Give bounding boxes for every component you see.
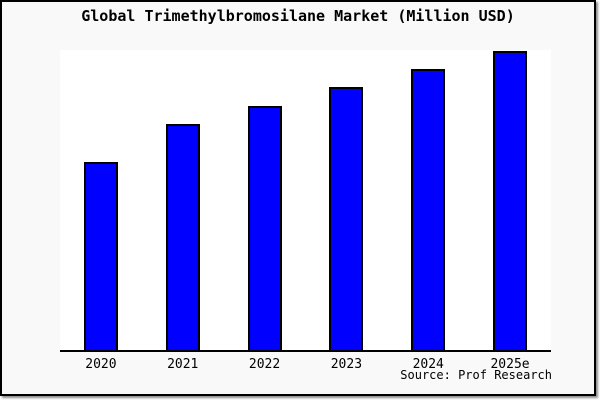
source-credit: Source: Prof Research — [400, 368, 552, 382]
x-tick-label-2020: 2020 — [85, 357, 117, 372]
bar-2024 — [411, 69, 446, 350]
x-tick-label-2022: 2022 — [248, 357, 281, 372]
x-axis-labels: 2020 2021 2022 2023 2024 2025e — [60, 357, 551, 372]
bar-2022 — [247, 106, 282, 350]
bar-2023 — [329, 87, 364, 350]
bar-slot — [305, 50, 387, 350]
bar-2021 — [165, 124, 200, 350]
plot-area — [60, 50, 551, 352]
bar-slot — [60, 50, 142, 350]
bar-slot — [142, 50, 224, 350]
x-tick-label-2021: 2021 — [167, 357, 199, 372]
bar-2020 — [83, 162, 118, 350]
x-tick-label-2024: 2024 — [412, 357, 444, 372]
bar-slot — [387, 50, 469, 350]
chart-title: Global Trimethylbromosilane Market (Mill… — [81, 7, 515, 25]
x-tick-label-2023: 2023 — [330, 357, 363, 372]
bar-2025e — [493, 51, 528, 350]
bar-slot — [224, 50, 306, 350]
bar-slot — [469, 50, 551, 350]
x-tick-label-2025e: 2025e — [490, 357, 530, 372]
